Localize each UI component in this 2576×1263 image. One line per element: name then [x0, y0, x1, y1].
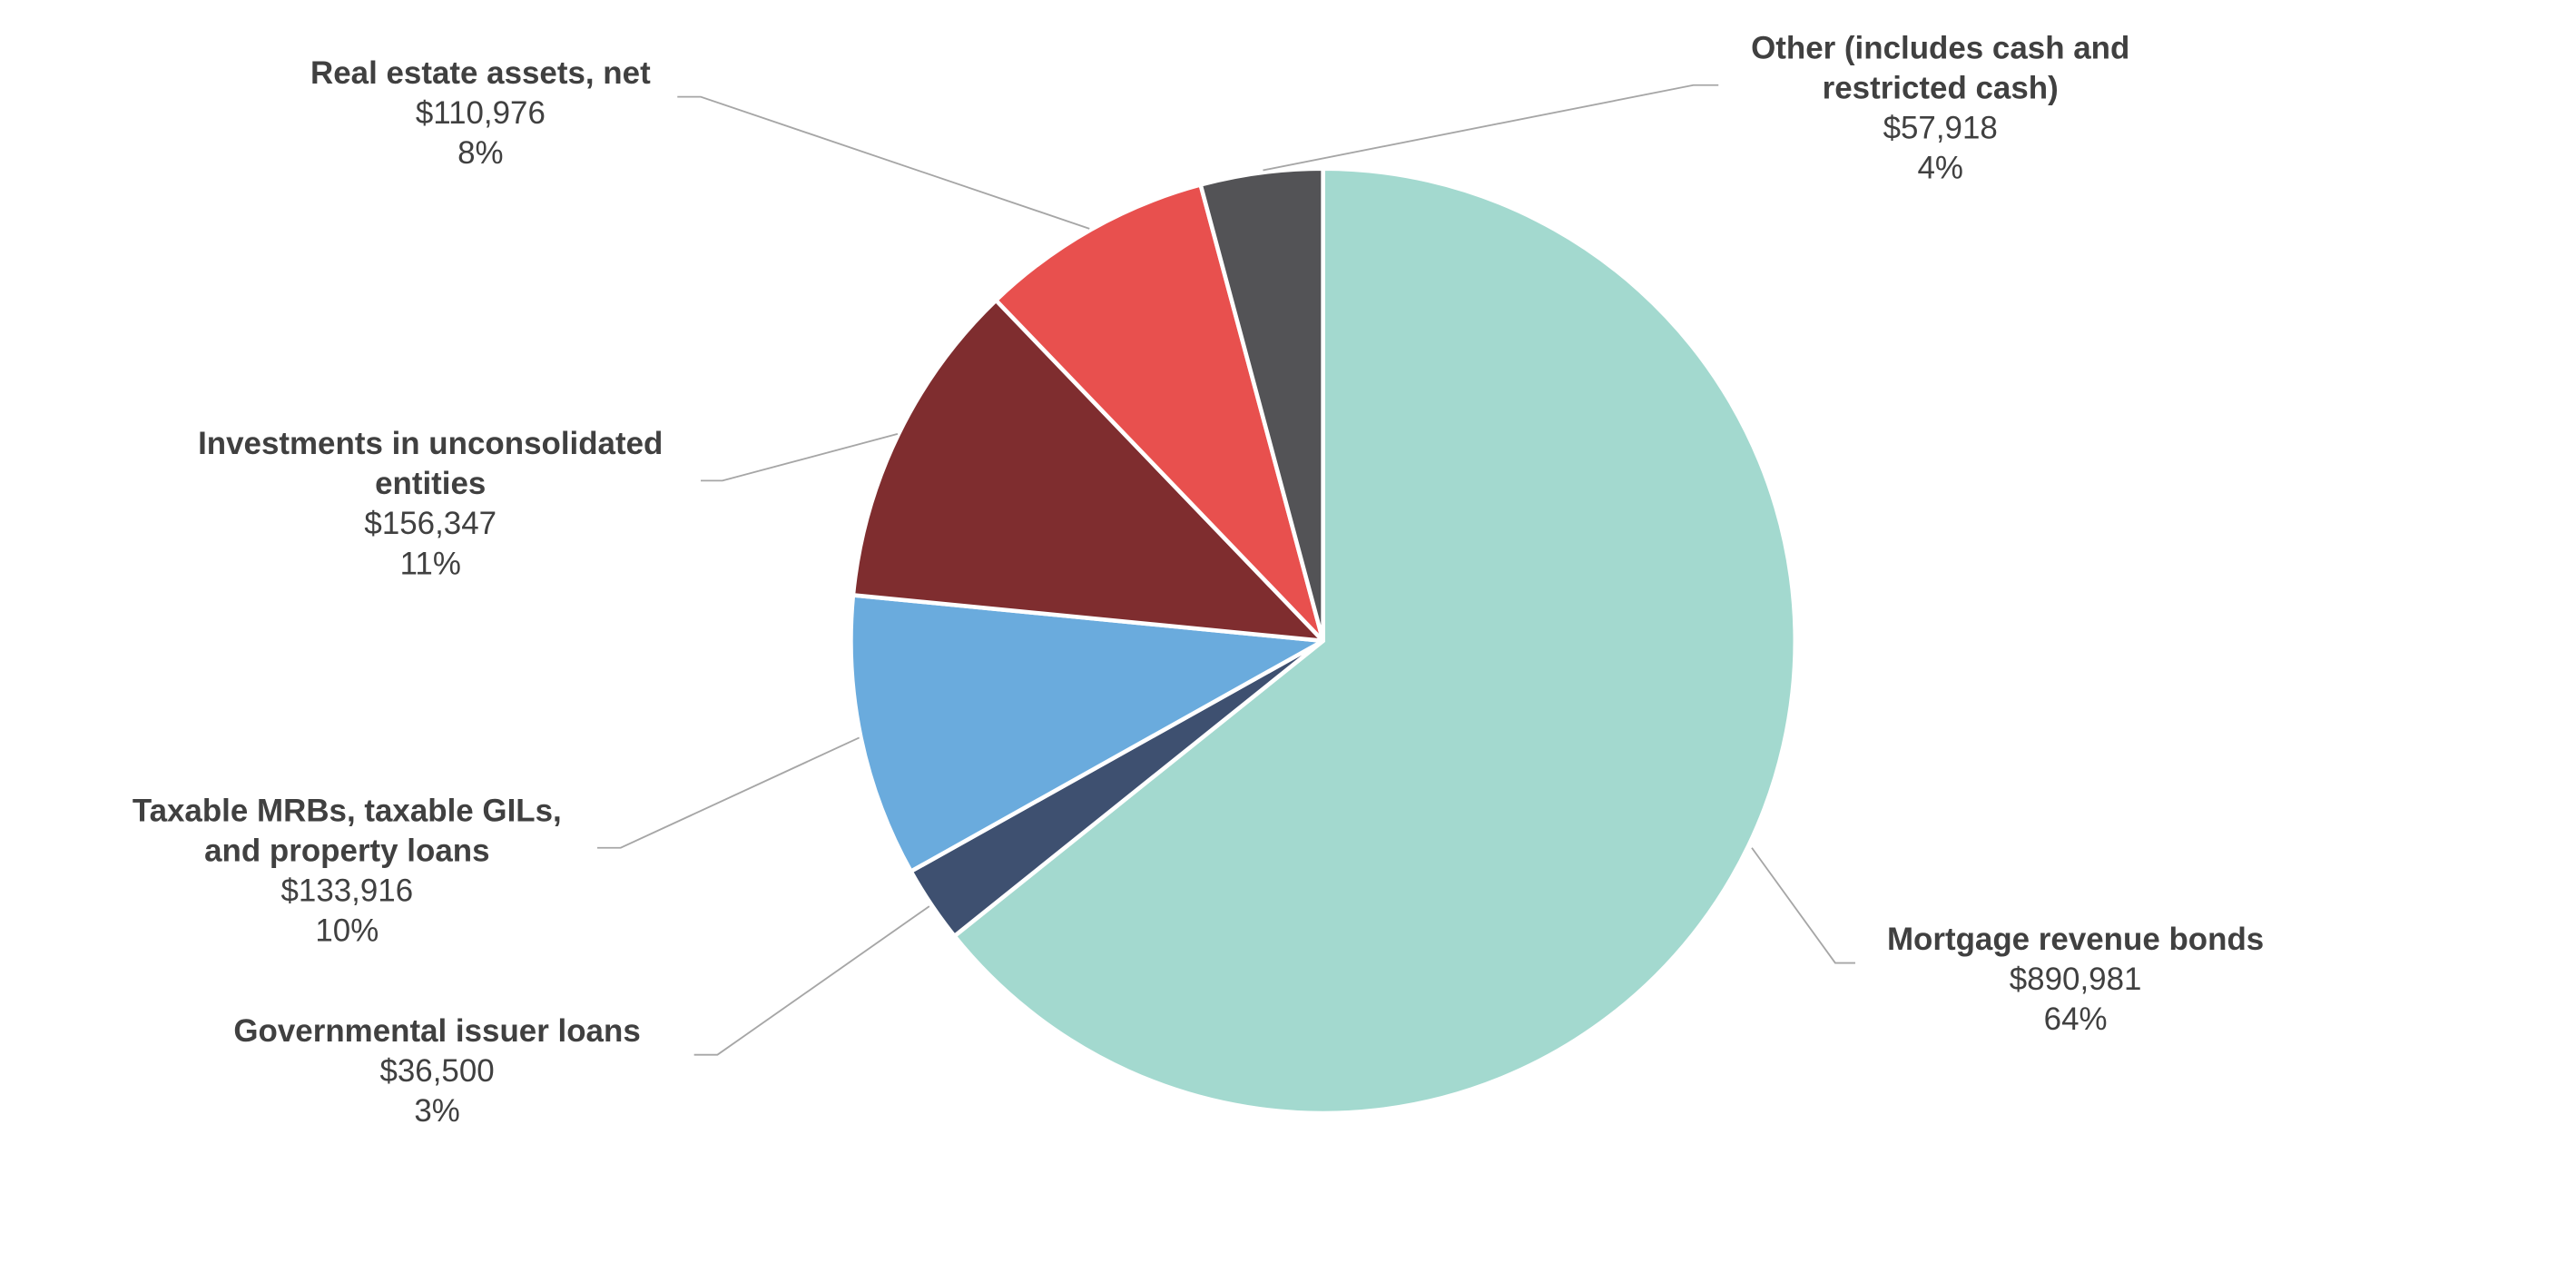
category-label: Governmental issuer loans [233, 1014, 641, 1051]
leader-line [597, 736, 860, 849]
percent-label: 4% [1917, 152, 1963, 187]
percent-label: 8% [457, 136, 504, 173]
percent-label: 3% [414, 1094, 460, 1130]
percent-label: 64% [2043, 1002, 2108, 1039]
slice-label: Taxable MRBs, taxable GILs, and property… [101, 793, 593, 952]
category-label: Mortgage revenue bonds [1886, 923, 2265, 959]
slice-label: Investments in unconsolidated entities $1… [168, 426, 693, 586]
leader-line [693, 905, 930, 1056]
category-label: Other (includes cash and restricted cash… [1751, 31, 2130, 107]
leader-line [1263, 84, 1719, 172]
category-label: Investments in unconsolidated entities [198, 427, 664, 503]
slice-label: Other (includes cash and restricted cash… [1724, 30, 2158, 190]
slice-label: Governmental issuer loans $36,500 3% [187, 1013, 687, 1133]
slice-label: Real estate assets, net $110,976 8% [231, 55, 731, 175]
value-label: $110,976 [415, 96, 546, 133]
category-label: Taxable MRBs, taxable GILs, and property… [132, 794, 562, 870]
leader-line [701, 433, 899, 482]
pie-slice [849, 593, 1325, 873]
value-label: $156,347 [364, 507, 497, 543]
pie-slice [850, 298, 1325, 644]
percent-label: 10% [315, 914, 379, 950]
pie-slice [952, 166, 1798, 1116]
value-label: $57,918 [1883, 112, 1998, 147]
slice-label: Mortgage revenue bonds $890,981 64% [1825, 922, 2325, 1041]
category-label: Real estate assets, net [310, 56, 651, 93]
leader-line [1751, 847, 1855, 964]
pie-slice [993, 183, 1325, 644]
pie-slice [1198, 166, 1325, 644]
value-label: $36,500 [379, 1054, 495, 1090]
value-label: $890,981 [2009, 962, 2142, 999]
percent-label: 11% [399, 547, 461, 583]
leader-line [677, 95, 1090, 230]
value-label: $133,916 [280, 874, 414, 910]
